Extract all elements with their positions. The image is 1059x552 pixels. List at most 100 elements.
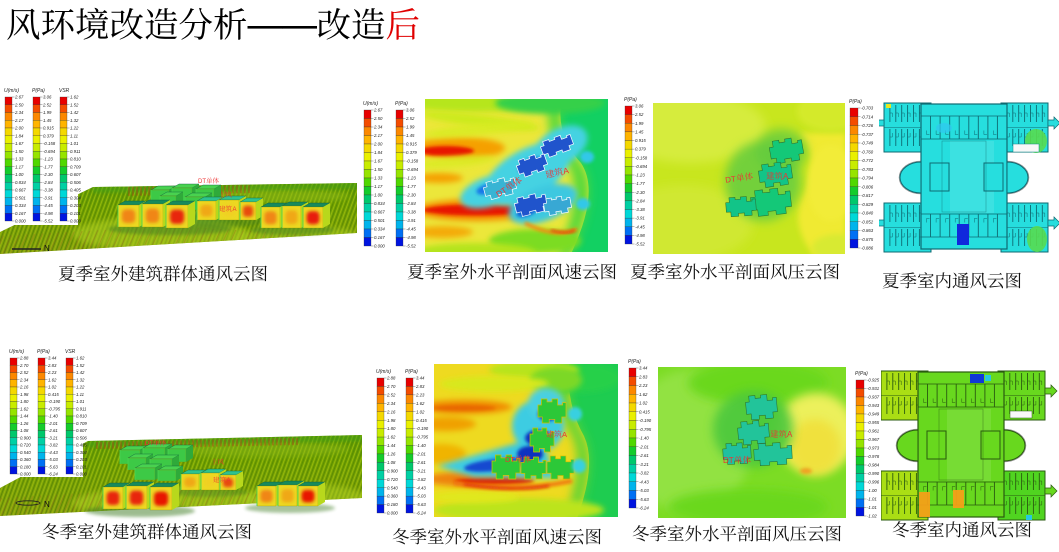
svg-text:1.80: 1.80 (387, 426, 396, 431)
svg-text:-5.03: -5.03 (416, 494, 426, 499)
svg-text:2.52: 2.52 (634, 112, 644, 117)
svg-text:VSR: VSR (59, 88, 70, 94)
svg-text:0.405: 0.405 (70, 188, 81, 193)
svg-text:-2.30: -2.30 (43, 172, 53, 177)
svg-text:1.62: 1.62 (70, 95, 79, 100)
svg-text:-6.24: -6.24 (48, 472, 58, 477)
svg-text:-1.23: -1.23 (43, 157, 53, 162)
svg-text:-2.30: -2.30 (635, 190, 645, 195)
svg-text:2.23: 2.23 (415, 392, 425, 397)
svg-text:0.000: 0.000 (15, 219, 26, 224)
svg-text:1.33: 1.33 (374, 176, 383, 181)
svg-text:0.180: 0.180 (20, 464, 31, 469)
svg-text:-1.01: -1.01 (867, 505, 877, 510)
svg-text:1.98: 1.98 (387, 418, 396, 423)
svg-text:-3.91: -3.91 (43, 195, 53, 200)
svg-text:2.67: 2.67 (373, 108, 383, 113)
svg-text:1.52: 1.52 (76, 363, 85, 368)
svg-text:0.203: 0.203 (70, 203, 81, 208)
svg-text:-0.783: -0.783 (861, 167, 874, 172)
svg-text:0.167: 0.167 (15, 211, 26, 216)
svg-text:-0.961: -0.961 (867, 429, 880, 434)
svg-text:0.834: 0.834 (374, 201, 385, 206)
svg-text:-0.158: -0.158 (43, 141, 56, 146)
svg-text:1.67: 1.67 (374, 159, 383, 164)
svg-text:-1.23: -1.23 (406, 176, 416, 181)
svg-text:1.62: 1.62 (639, 392, 648, 397)
svg-text:-3.82: -3.82 (416, 477, 426, 482)
svg-text:U(m/s): U(m/s) (363, 101, 378, 107)
svg-text:1.02: 1.02 (639, 401, 648, 406)
svg-text:-1.77: -1.77 (635, 181, 645, 186)
svg-text:2.00: 2.00 (373, 142, 383, 147)
svg-text:0.167: 0.167 (374, 235, 385, 240)
svg-text:1.99: 1.99 (43, 110, 52, 115)
svg-text:N: N (44, 500, 50, 509)
svg-text:3.06: 3.06 (43, 95, 52, 100)
svg-text:-1.77: -1.77 (406, 184, 416, 189)
svg-text:A: A (787, 430, 793, 439)
svg-text:-5.03: -5.03 (639, 488, 649, 493)
svg-text:A: A (562, 165, 570, 176)
svg-text:-5.63: -5.63 (48, 464, 58, 469)
svg-text:2.83: 2.83 (47, 363, 57, 368)
svg-text:1.50: 1.50 (15, 149, 24, 154)
svg-text:A: A (233, 207, 237, 213)
svg-text:-2.61: -2.61 (48, 428, 58, 433)
svg-text:-0.931: -0.931 (867, 386, 880, 391)
svg-text:0.667: 0.667 (15, 188, 26, 193)
svg-text:2.34: 2.34 (14, 110, 24, 115)
svg-text:0.667: 0.667 (374, 210, 385, 215)
svg-text:-0.943: -0.943 (867, 403, 880, 408)
svg-text:-0.694: -0.694 (635, 164, 648, 169)
svg-text:2.52: 2.52 (19, 370, 29, 375)
svg-text:-0.967: -0.967 (867, 437, 880, 442)
svg-text:-2.61: -2.61 (416, 460, 426, 465)
svg-text:-0.949: -0.949 (867, 412, 880, 417)
svg-text:1.08: 1.08 (387, 460, 396, 465)
svg-text:DT: DT (725, 174, 737, 184)
svg-text:-0.925: -0.925 (867, 378, 880, 383)
svg-text:-0.996: -0.996 (867, 480, 880, 485)
svg-text:-3.38: -3.38 (635, 207, 645, 212)
svg-text:2.16: 2.16 (19, 385, 29, 390)
svg-text:-2.84: -2.84 (43, 180, 53, 185)
svg-text:1.42: 1.42 (70, 110, 79, 115)
svg-text:-1.40: -1.40 (416, 443, 426, 448)
svg-text:-3.21: -3.21 (48, 435, 58, 440)
svg-text:2.50: 2.50 (373, 116, 383, 121)
svg-text:0.405: 0.405 (76, 443, 87, 448)
svg-text:-2.84: -2.84 (406, 201, 416, 206)
svg-text:-0.190: -0.190 (48, 399, 61, 404)
svg-text:1.42: 1.42 (76, 370, 85, 375)
svg-text:2.34: 2.34 (19, 377, 29, 382)
svg-text:-3.91: -3.91 (406, 218, 416, 223)
svg-text:-0.714: -0.714 (861, 114, 874, 119)
svg-text:2.00: 2.00 (14, 126, 24, 131)
svg-text:-3.82: -3.82 (639, 471, 649, 476)
svg-text:0.360: 0.360 (387, 494, 398, 499)
svg-text:P(Pa): P(Pa) (32, 88, 45, 94)
svg-text:-2.01: -2.01 (639, 444, 649, 449)
svg-text:P(Pa): P(Pa) (405, 369, 418, 375)
svg-text:0.304: 0.304 (70, 195, 81, 200)
svg-text:-0.703: -0.703 (861, 106, 874, 111)
svg-text:-0.158: -0.158 (635, 155, 648, 160)
svg-text:-0.760: -0.760 (861, 149, 874, 154)
svg-text:-0.772: -0.772 (861, 158, 874, 163)
svg-text:-0.840: -0.840 (861, 211, 874, 216)
svg-text:3.44: 3.44 (416, 376, 425, 381)
svg-text:0.709: 0.709 (70, 164, 81, 169)
svg-text:1.84: 1.84 (374, 150, 383, 155)
svg-text:1.98: 1.98 (20, 392, 29, 397)
svg-text:0.415: 0.415 (48, 392, 59, 397)
svg-text:-0.795: -0.795 (639, 427, 652, 432)
svg-text:0.506: 0.506 (70, 180, 81, 185)
svg-text:2.52: 2.52 (386, 392, 396, 397)
svg-text:0.506: 0.506 (76, 435, 87, 440)
svg-text:-2.01: -2.01 (48, 421, 58, 426)
svg-text:A: A (227, 478, 231, 484)
svg-text:1.99: 1.99 (635, 121, 644, 126)
svg-text:0.915: 0.915 (635, 138, 646, 143)
svg-text:0.379: 0.379 (43, 133, 54, 138)
